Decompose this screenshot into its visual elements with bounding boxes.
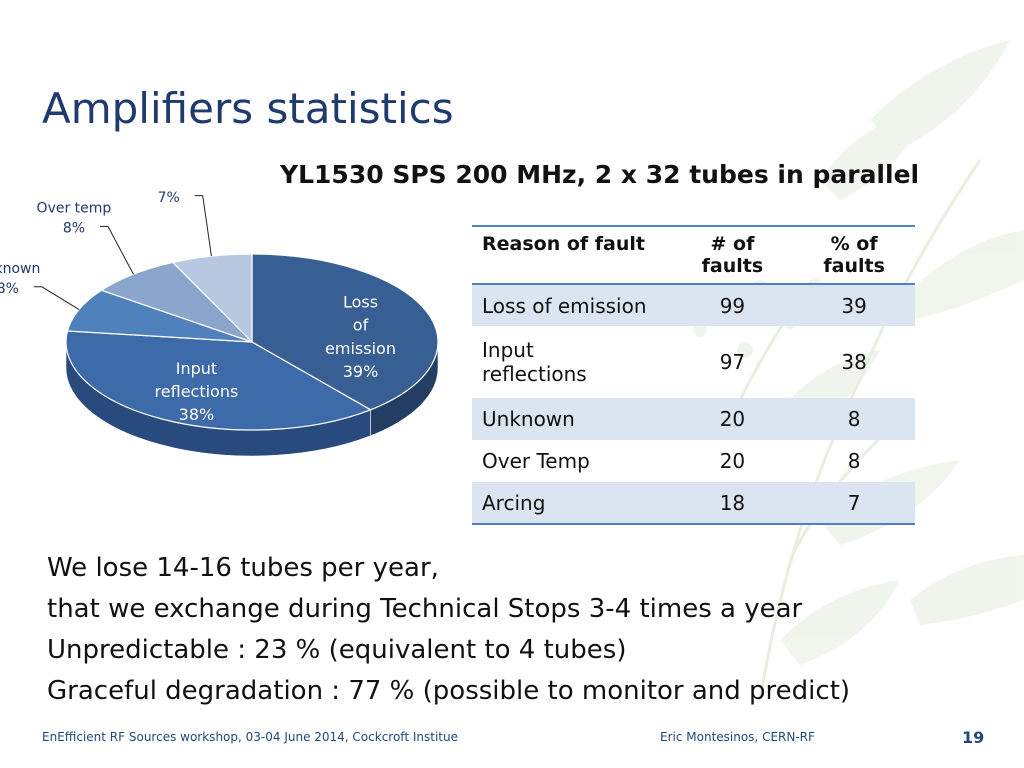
page-number: 19 xyxy=(962,728,985,747)
cell-count: 97 xyxy=(719,350,746,374)
table-row: Loss of emission 99 39 xyxy=(472,284,915,326)
table-row: Input reflections 97 38 xyxy=(472,326,915,398)
cell-count: 20 xyxy=(719,449,746,473)
summary-line: Unpredictable : 23 % (equivalent to 4 tu… xyxy=(47,635,627,665)
slide-subtitle: YL1530 SPS 200 MHz, 2 x 32 tubes in para… xyxy=(280,160,920,189)
pie-slice-unknown xyxy=(66,289,253,343)
cell-percent: 39 xyxy=(841,293,867,318)
table-row: Unknown 20 8 xyxy=(472,398,915,440)
header-percent: % of faults xyxy=(823,233,885,277)
table-row: Arcing 18 7 xyxy=(472,482,915,524)
pie-leader-4 xyxy=(194,195,212,257)
pie-label-1: Input reflections 38% xyxy=(155,359,239,424)
cell-reason-text: Input reflections xyxy=(482,338,587,386)
table-row: Over Temp 20 8 xyxy=(472,440,915,482)
faults-table: Reason of fault # of faults % of faults … xyxy=(472,225,915,525)
cell-percent: 38 xyxy=(841,350,867,374)
footer-author: Eric Montesinos, CERN-RF xyxy=(660,730,815,744)
pie-slices xyxy=(65,253,439,431)
pie-label-3: Over temp 8% xyxy=(37,200,112,236)
pie-slice-over-temp xyxy=(100,261,253,343)
cell-reason: Arcing xyxy=(482,490,546,515)
cell-reason: Loss of emission xyxy=(482,293,647,318)
cell-reason: Input reflections xyxy=(472,326,672,398)
cell-count: 20 xyxy=(719,407,746,431)
summary-line: that we exchange during Technical Stops … xyxy=(47,594,803,624)
header-reason: Reason of fault xyxy=(482,233,645,255)
summary-text: We lose 14-16 tubes per year, that we ex… xyxy=(47,548,850,712)
cell-count: 18 xyxy=(719,490,746,515)
cell-reason: Unknown xyxy=(482,407,575,431)
pie-label-2: Unknown8% xyxy=(0,261,40,297)
pie-label-0: Loss of emission 39% xyxy=(325,293,396,382)
cell-percent: 7 xyxy=(847,490,861,515)
header-count: # of faults xyxy=(701,233,764,277)
pie-leader-3 xyxy=(99,225,134,275)
cell-percent: 8 xyxy=(847,449,861,473)
cell-reason: Over Temp xyxy=(482,449,590,473)
summary-line: We lose 14-16 tubes per year, xyxy=(47,553,439,583)
cell-percent: 8 xyxy=(847,407,861,431)
pie-label-4: Arcing7% xyxy=(147,190,191,206)
table-header-row: Reason of fault # of faults % of faults xyxy=(472,226,915,284)
pie-slice-loss-of-emission xyxy=(251,253,439,411)
pie-leader-2 xyxy=(33,286,80,311)
slide-title: Amplifiers statistics xyxy=(42,84,454,133)
footer-event: EnEfficient RF Sources workshop, 03-04 J… xyxy=(42,730,458,744)
summary-line: Graceful degradation : 77 % (possible to… xyxy=(47,676,851,706)
pie-slice-input-reflections xyxy=(65,330,372,431)
cell-count: 99 xyxy=(719,293,746,318)
